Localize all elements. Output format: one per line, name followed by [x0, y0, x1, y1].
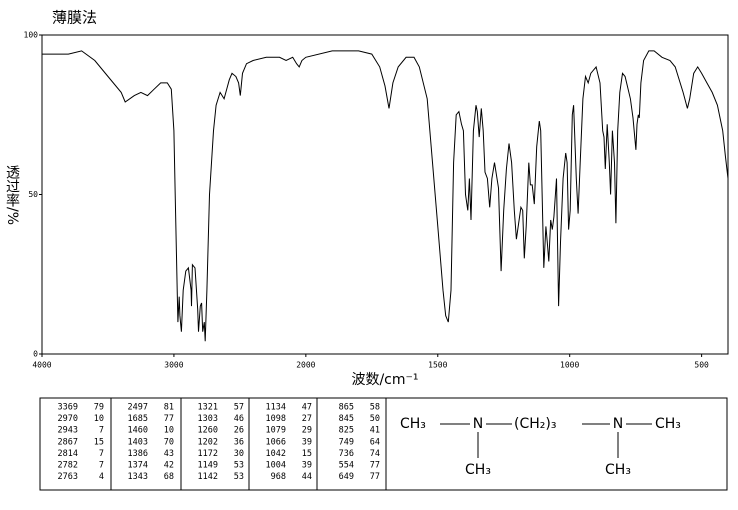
table-transmittance: 81	[164, 403, 174, 413]
table-transmittance: 39	[302, 461, 312, 471]
table-transmittance: 53	[234, 472, 244, 482]
table-wavenumber: 749	[339, 437, 354, 447]
table-transmittance: 74	[370, 449, 380, 459]
table-wavenumber: 2943	[58, 426, 78, 436]
table-transmittance: 77	[370, 461, 380, 471]
table-transmittance: 64	[370, 437, 380, 447]
table-wavenumber: 1343	[128, 472, 148, 482]
plot-frame	[41, 34, 729, 355]
table-transmittance: 57	[234, 403, 244, 413]
table-transmittance: 27	[302, 414, 312, 424]
table-transmittance: 70	[164, 437, 174, 447]
structure-group: CH₃	[400, 416, 426, 432]
table-wavenumber: 1386	[128, 449, 148, 459]
table-transmittance: 68	[164, 472, 174, 482]
y-tick-label: 50	[28, 190, 38, 199]
table-transmittance: 7	[99, 449, 104, 459]
x-tick-label: 500	[694, 361, 709, 370]
table-wavenumber: 1460	[128, 426, 148, 436]
table-transmittance: 47	[302, 403, 312, 413]
table-wavenumber: 1172	[198, 449, 218, 459]
table-wavenumber: 1303	[198, 414, 218, 424]
structure-group: CH₃	[655, 416, 681, 432]
spectrum-line	[42, 50, 729, 342]
table-transmittance: 26	[234, 426, 244, 436]
x-tick-label: 2000	[296, 361, 315, 370]
table-transmittance: 77	[370, 472, 380, 482]
table-wavenumber: 1134	[266, 403, 286, 413]
y-tick-label: 100	[24, 31, 39, 40]
table-wavenumber: 845	[339, 414, 354, 424]
table-transmittance: 7	[99, 461, 104, 471]
table-transmittance: 58	[370, 403, 380, 413]
table-wavenumber: 2970	[58, 414, 78, 424]
table-wavenumber: 1374	[128, 461, 148, 471]
table-wavenumber: 825	[339, 426, 354, 436]
table-wavenumber: 2763	[58, 472, 78, 482]
structure-atom: N	[473, 416, 483, 432]
table-transmittance: 44	[302, 472, 312, 482]
table-transmittance: 79	[94, 403, 104, 413]
table-wavenumber: 1260	[198, 426, 218, 436]
x-tick-label: 1500	[428, 361, 447, 370]
table-wavenumber: 1098	[266, 414, 286, 424]
table-transmittance: 10	[94, 414, 104, 424]
table-wavenumber: 968	[271, 472, 286, 482]
table-wavenumber: 1079	[266, 426, 286, 436]
table-wavenumber: 736	[339, 449, 354, 459]
table-wavenumber: 1403	[128, 437, 148, 447]
x-tick-label: 3000	[164, 361, 183, 370]
table-wavenumber: 1004	[266, 461, 286, 471]
table-wavenumber: 1202	[198, 437, 218, 447]
table-transmittance: 77	[164, 414, 174, 424]
x-tick-label: 4000	[32, 361, 51, 370]
table-transmittance: 30	[234, 449, 244, 459]
table-wavenumber: 2814	[58, 449, 78, 459]
table-wavenumber: 1149	[198, 461, 218, 471]
table-transmittance: 43	[164, 449, 174, 459]
table-transmittance: 15	[302, 449, 312, 459]
table-wavenumber: 1066	[266, 437, 286, 447]
table-wavenumber: 649	[339, 472, 354, 482]
table-transmittance: 46	[234, 414, 244, 424]
table-transmittance: 10	[164, 426, 174, 436]
table-wavenumber: 1685	[128, 414, 148, 424]
table-transmittance: 42	[164, 461, 174, 471]
x-axis-label: 波数/cm⁻¹	[351, 372, 418, 388]
table-transmittance: 4	[99, 472, 104, 482]
table-wavenumber: 3369	[58, 403, 78, 413]
table-transmittance: 39	[302, 437, 312, 447]
table-wavenumber: 2497	[128, 403, 148, 413]
table-wavenumber: 1142	[198, 472, 218, 482]
structure-bonds	[440, 423, 652, 458]
structure-atom: N	[613, 416, 623, 432]
y-tick-label: 0	[33, 350, 38, 359]
chart-title: 薄膜法	[52, 9, 97, 27]
table-wavenumber: 2867	[58, 437, 78, 447]
table-wavenumber: 1042	[266, 449, 286, 459]
table-transmittance: 7	[99, 426, 104, 436]
table-wavenumber: 554	[339, 461, 354, 471]
table-transmittance: 36	[234, 437, 244, 447]
y-axis-label: 透过率/%	[4, 165, 20, 225]
structure-group: CH₃	[465, 462, 491, 478]
structure-group: CH₃	[605, 462, 631, 478]
table-wavenumber: 1321	[198, 403, 218, 413]
structure-group: (CH₂)₃	[514, 416, 556, 432]
table-transmittance: 29	[302, 426, 312, 436]
table-wavenumber: 2782	[58, 461, 78, 471]
table-transmittance: 41	[370, 426, 380, 436]
x-tick-label: 1000	[560, 361, 579, 370]
table-transmittance: 15	[94, 437, 104, 447]
table-transmittance: 53	[234, 461, 244, 471]
table-wavenumber: 865	[339, 403, 354, 413]
table-frame	[39, 397, 728, 491]
table-transmittance: 50	[370, 414, 380, 424]
